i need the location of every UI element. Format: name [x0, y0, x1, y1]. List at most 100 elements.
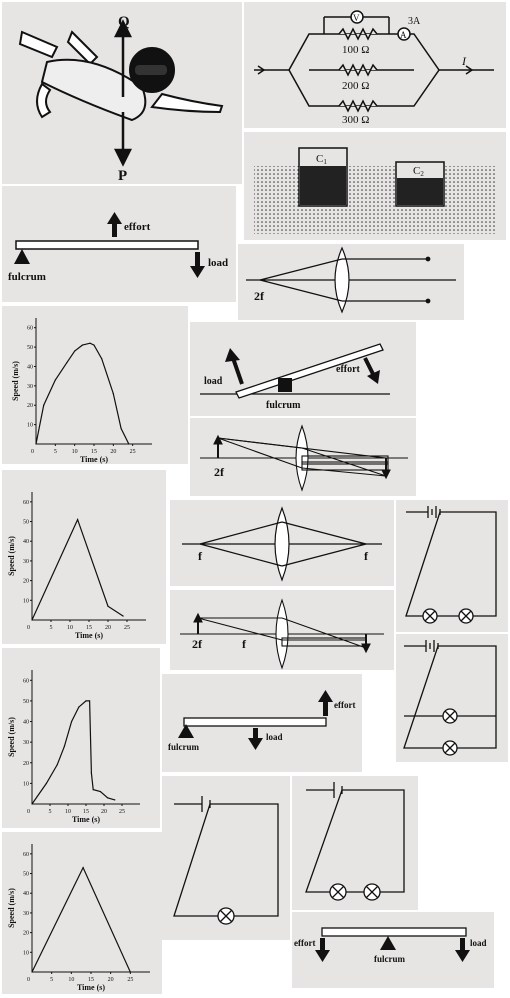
- lever-1-panel: effort load fulcrum: [2, 186, 236, 302]
- data-point: [71, 721, 72, 722]
- data-point: [35, 443, 36, 444]
- x-tick-label: 25: [130, 449, 136, 455]
- lamp-1-icon: [423, 609, 437, 623]
- containers-diagram: C1 C2: [244, 132, 506, 240]
- data-point: [114, 799, 115, 800]
- lens-2f-f-right-label: f: [242, 637, 247, 651]
- speed-time-chart-3-panel: 5 10 15 20 25 0 10 20 30 40 50 60 Time (s) Speed (m/s…: [2, 648, 160, 828]
- lens-2f-label: 2f: [254, 289, 265, 303]
- convex-lens-icon: [275, 508, 289, 580]
- resistor-100-icon: [339, 29, 377, 39]
- data-point: [128, 443, 129, 444]
- data-point: [46, 783, 47, 784]
- single-lamp-circuit-panel: [162, 776, 290, 940]
- resistor-300-label: 300 Ω: [342, 114, 369, 126]
- voltmeter-label: V: [353, 13, 360, 23]
- x-tick-label: 25: [127, 977, 133, 983]
- ammeter-current-label: 3A: [408, 16, 421, 27]
- data-point: [78, 707, 79, 708]
- skydiver-figure: [20, 32, 222, 120]
- lens-2f-f-diagram: 2f f: [170, 590, 394, 670]
- lever-4-effort-arrow-icon: [315, 938, 330, 962]
- x-tick-label: 5: [49, 809, 52, 815]
- data-point: [91, 772, 92, 773]
- lever-1-effort-label: effort: [124, 221, 151, 233]
- x-tick-label: 5: [50, 977, 53, 983]
- speed-curve: [32, 868, 130, 972]
- lever-4-load-arrow-icon: [455, 938, 470, 962]
- single-lamp-circuit-diagram: [162, 776, 290, 940]
- resistor-100-label: 100 Ω: [342, 44, 369, 56]
- lamp-1-icon: [443, 709, 457, 723]
- origin-label: 0: [27, 809, 30, 815]
- lever-4-beam: [322, 928, 466, 936]
- resistor-200-icon: [339, 65, 377, 75]
- lever-3-load-arrow-icon: [248, 728, 263, 750]
- y-tick-label: 50: [23, 520, 29, 526]
- lever-2-fulcrum-label: fulcrum: [266, 400, 301, 411]
- y-tick-label: 20: [23, 761, 29, 767]
- y-axis-label: Speed (m/s): [7, 717, 16, 757]
- y-tick-label: 60: [27, 326, 33, 332]
- data-point: [74, 350, 75, 351]
- x-tick-label: 5: [50, 625, 53, 631]
- speed-time-chart-4-panel: 5 10 15 20 25 0 10 20 30 40 50 60 Time (s) Speed (m/s…: [2, 832, 162, 994]
- lever-3-diagram: effort load fulcrum: [162, 674, 362, 772]
- y-tick-label: 30: [27, 384, 33, 390]
- container-c2-subscript: 2: [420, 170, 424, 178]
- speed-time-chart-3: 5 10 15 20 250102030405060Time (s)Speed (m/s…: [2, 648, 160, 828]
- lever-1-fulcrum-label: fulcrum: [8, 271, 46, 283]
- data-point: [64, 746, 65, 747]
- x-tick-label: 20: [108, 977, 114, 983]
- lever-1-beam: [16, 241, 198, 249]
- y-tick-label: 20: [27, 403, 33, 409]
- lever-4-effort-label: effort: [294, 938, 315, 948]
- y-tick-label: 20: [23, 931, 29, 937]
- data-point: [55, 379, 56, 380]
- x-tick-label: 20: [105, 625, 111, 631]
- x-tick-label: 20: [101, 809, 107, 815]
- lever-2-diagram: load effort fulcrum: [190, 322, 416, 416]
- x-axis-label: Time (s): [77, 983, 105, 992]
- data-point: [31, 971, 32, 972]
- x-axis-label: Time (s): [80, 455, 108, 464]
- lever-3-load-label: load: [266, 732, 283, 742]
- x-tick-label: 10: [67, 625, 73, 631]
- container-c1-label: C: [316, 153, 323, 165]
- lever-2-panel: load effort fulcrum: [190, 322, 416, 416]
- data-point: [66, 362, 67, 363]
- skydiver-diagram: Q P: [2, 2, 242, 184]
- data-point: [113, 393, 114, 394]
- lever-4-panel: effort fulcrum load: [292, 912, 494, 988]
- lamp-icon: [218, 908, 234, 924]
- y-axis-label: Speed (m/s): [7, 536, 16, 576]
- data-point: [90, 343, 91, 344]
- x-tick-label: 10: [65, 809, 71, 815]
- y-axis-label: Speed (m/s): [11, 361, 20, 401]
- container-c2-label: C: [413, 165, 420, 177]
- y-tick-label: 30: [23, 559, 29, 565]
- lever-3-beam: [184, 718, 326, 726]
- data-point: [82, 345, 83, 346]
- lever-1-effort-arrow-icon: [107, 212, 122, 237]
- data-point: [57, 764, 58, 765]
- x-axis-label: Time (s): [75, 631, 103, 640]
- lamp-2-icon: [364, 884, 380, 900]
- parallel-lamp-circuit-diagram: [396, 634, 508, 762]
- parallel-circuit-diagram: V A 3A 100 Ω 200 Ω 300 Ω I: [244, 2, 506, 128]
- lever-1-fulcrum-icon: [14, 249, 30, 264]
- x-tick-label: 20: [110, 449, 116, 455]
- y-tick-label: 20: [23, 579, 29, 585]
- data-point: [89, 700, 90, 701]
- data-point: [85, 700, 86, 701]
- force-label-q: Q: [118, 14, 130, 30]
- data-point: [120, 428, 121, 429]
- origin-label: 0: [31, 449, 34, 455]
- y-tick-label: 10: [23, 950, 29, 956]
- lever-3-fulcrum-label: fulcrum: [168, 742, 199, 752]
- data-point: [31, 803, 32, 804]
- parallel-circuit-panel: V A 3A 100 Ω 200 Ω 300 Ω I: [244, 2, 506, 128]
- lamp-1-icon: [330, 884, 346, 900]
- y-tick-label: 40: [23, 891, 29, 897]
- lever-2-beam: [236, 344, 383, 398]
